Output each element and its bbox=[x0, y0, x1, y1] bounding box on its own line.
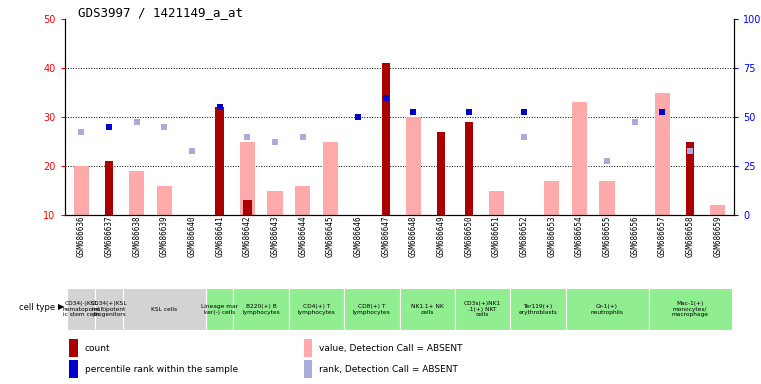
Text: GSM686648: GSM686648 bbox=[409, 215, 418, 257]
Bar bbox=[267, 190, 282, 215]
Text: CD3s(+)NK1
.1(+) NKT
cells: CD3s(+)NK1 .1(+) NKT cells bbox=[464, 301, 501, 318]
Bar bbox=[123, 288, 205, 330]
Text: GSM686653: GSM686653 bbox=[547, 215, 556, 257]
Bar bbox=[295, 186, 310, 215]
Bar bbox=[69, 360, 78, 378]
Bar bbox=[240, 142, 255, 215]
Bar bbox=[572, 103, 587, 215]
Bar bbox=[344, 288, 400, 330]
Text: GSM686641: GSM686641 bbox=[215, 215, 224, 257]
Text: count: count bbox=[84, 344, 110, 353]
Text: GSM686637: GSM686637 bbox=[104, 215, 113, 257]
Text: CD34(-)KSL
hematopoiet
ic stem cells: CD34(-)KSL hematopoiet ic stem cells bbox=[62, 301, 100, 318]
Text: GSM686639: GSM686639 bbox=[160, 215, 169, 257]
Bar bbox=[105, 161, 113, 215]
Text: KSL cells: KSL cells bbox=[151, 306, 177, 312]
Text: GSM686649: GSM686649 bbox=[437, 215, 445, 257]
Bar bbox=[304, 339, 312, 357]
Text: GSM686647: GSM686647 bbox=[381, 215, 390, 257]
Bar bbox=[710, 205, 725, 215]
Text: Gr-1(+)
neutrophils: Gr-1(+) neutrophils bbox=[591, 304, 623, 314]
Bar bbox=[69, 339, 78, 357]
Bar bbox=[654, 93, 670, 215]
Text: rank, Detection Call = ABSENT: rank, Detection Call = ABSENT bbox=[319, 364, 458, 374]
Bar bbox=[244, 200, 251, 215]
Text: Mac-1(+)
monocytes/
macrophage: Mac-1(+) monocytes/ macrophage bbox=[672, 301, 708, 318]
Text: NK1.1+ NK
cells: NK1.1+ NK cells bbox=[411, 304, 444, 314]
Bar bbox=[437, 132, 445, 215]
Text: Lineage mar
ker(-) cells: Lineage mar ker(-) cells bbox=[201, 304, 238, 314]
Bar bbox=[686, 142, 694, 215]
Bar bbox=[205, 288, 234, 330]
Text: GSM686646: GSM686646 bbox=[354, 215, 362, 257]
Bar bbox=[74, 166, 89, 215]
Text: GSM686638: GSM686638 bbox=[132, 215, 141, 257]
Text: GSM686652: GSM686652 bbox=[520, 215, 529, 257]
Bar bbox=[406, 117, 421, 215]
Bar bbox=[565, 288, 648, 330]
Bar bbox=[648, 288, 731, 330]
Bar bbox=[400, 288, 455, 330]
Bar bbox=[455, 288, 510, 330]
Bar bbox=[129, 171, 145, 215]
Bar bbox=[544, 181, 559, 215]
Bar bbox=[289, 288, 344, 330]
Text: GSM686644: GSM686644 bbox=[298, 215, 307, 257]
Bar bbox=[600, 181, 615, 215]
Text: GSM686642: GSM686642 bbox=[243, 215, 252, 257]
Text: GSM686659: GSM686659 bbox=[713, 215, 722, 257]
Bar bbox=[381, 63, 390, 215]
Text: GSM686656: GSM686656 bbox=[630, 215, 639, 257]
Bar bbox=[234, 288, 289, 330]
Text: CD8(+) T
lymphocytes: CD8(+) T lymphocytes bbox=[353, 304, 390, 314]
Text: percentile rank within the sample: percentile rank within the sample bbox=[84, 364, 238, 374]
Text: CD34(+)KSL
multipotent
progenitors: CD34(+)KSL multipotent progenitors bbox=[91, 301, 127, 318]
Text: GSM686650: GSM686650 bbox=[464, 215, 473, 257]
Bar bbox=[215, 108, 224, 215]
Bar bbox=[304, 360, 312, 378]
Bar bbox=[68, 288, 95, 330]
Bar bbox=[95, 288, 123, 330]
Text: GSM686643: GSM686643 bbox=[270, 215, 279, 257]
Bar bbox=[323, 142, 338, 215]
Text: GSM686640: GSM686640 bbox=[187, 215, 196, 257]
Text: GDS3997 / 1421149_a_at: GDS3997 / 1421149_a_at bbox=[78, 6, 243, 19]
Text: ▶: ▶ bbox=[58, 303, 65, 311]
Bar bbox=[157, 186, 172, 215]
Text: GSM686636: GSM686636 bbox=[77, 215, 86, 257]
Bar bbox=[489, 190, 504, 215]
Text: value, Detection Call = ABSENT: value, Detection Call = ABSENT bbox=[319, 344, 463, 353]
Text: B220(+) B
lymphocytes: B220(+) B lymphocytes bbox=[242, 304, 280, 314]
Text: Ter119(+)
erythroblasts: Ter119(+) erythroblasts bbox=[518, 304, 557, 314]
Text: CD4(+) T
lymphocytes: CD4(+) T lymphocytes bbox=[298, 304, 336, 314]
Text: GSM686655: GSM686655 bbox=[603, 215, 612, 257]
Bar bbox=[510, 288, 565, 330]
Text: GSM686651: GSM686651 bbox=[492, 215, 501, 257]
Text: GSM686657: GSM686657 bbox=[658, 215, 667, 257]
Text: GSM686645: GSM686645 bbox=[326, 215, 335, 257]
Text: cell type: cell type bbox=[19, 303, 55, 311]
Text: GSM686654: GSM686654 bbox=[575, 215, 584, 257]
Text: GSM686658: GSM686658 bbox=[686, 215, 695, 257]
Bar bbox=[464, 122, 473, 215]
